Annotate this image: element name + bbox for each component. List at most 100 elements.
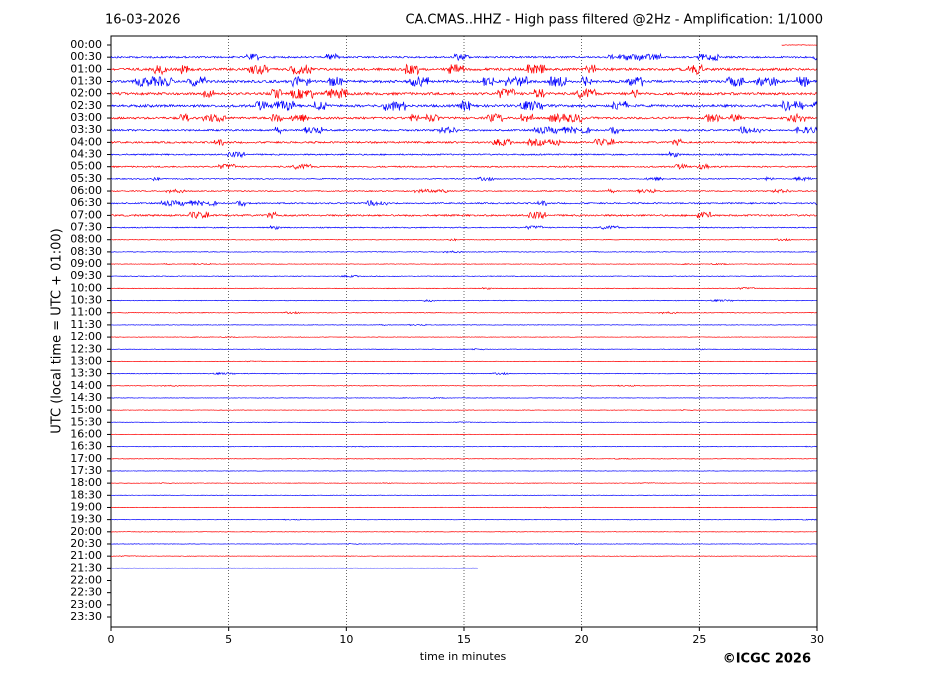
x-tick-label: 15 <box>457 633 471 646</box>
y-tick-label: 01:00 <box>70 62 102 75</box>
trace <box>110 531 817 533</box>
trace <box>110 384 817 387</box>
y-tick-label: 09:00 <box>70 257 102 270</box>
y-tick-label: 04:00 <box>70 135 102 148</box>
y-tick-label: 17:30 <box>70 464 102 477</box>
y-tick-label: 23:00 <box>70 598 102 611</box>
y-tick-label: 00:00 <box>70 38 102 51</box>
y-tick-label: 11:00 <box>70 306 102 319</box>
trace <box>110 63 817 76</box>
y-tick-label: 06:30 <box>70 196 102 209</box>
trace <box>110 348 817 351</box>
trace <box>110 421 817 424</box>
y-tick-label: 06:00 <box>70 184 102 197</box>
trace <box>110 99 817 112</box>
y-tick-label: 20:00 <box>70 525 102 538</box>
y-tick-label: 12:00 <box>70 330 102 343</box>
trace <box>110 286 817 290</box>
y-tick-label: 16:30 <box>70 440 102 453</box>
y-tick-label: 10:00 <box>70 281 102 294</box>
trace <box>110 188 817 194</box>
x-tick-label: 0 <box>108 633 115 646</box>
trace <box>110 162 817 171</box>
y-tick-label: 18:30 <box>70 488 102 501</box>
y-tick-label: 19:00 <box>70 500 102 513</box>
y-tick-label: 09:30 <box>70 269 102 282</box>
chart-title: CA.CMAS..HHZ - High pass filtered @2Hz -… <box>405 13 823 28</box>
copyright: ©ICGC 2026 <box>723 652 811 667</box>
y-tick-label: 07:00 <box>70 208 102 221</box>
x-tick-label: 10 <box>339 633 353 646</box>
y-tick-label: 22:00 <box>70 573 102 586</box>
y-tick-label: 04:30 <box>70 148 102 161</box>
date: 16-03-2026 <box>105 13 181 28</box>
trace <box>110 250 817 254</box>
trace <box>110 310 817 315</box>
y-tick-label: 02:30 <box>70 99 102 112</box>
y-tick-label: 18:00 <box>70 476 102 489</box>
y-tick-label: 13:30 <box>70 367 102 380</box>
y-axis-label: UTC (local time = UTC + 01:00) <box>50 228 65 433</box>
trace <box>110 237 817 242</box>
y-tick-label: 20:30 <box>70 537 102 550</box>
trace <box>110 75 817 88</box>
trace <box>110 371 817 376</box>
trace <box>110 336 817 338</box>
y-tick-label: 21:00 <box>70 549 102 562</box>
trace <box>110 274 817 278</box>
y-tick-label: 08:00 <box>70 233 102 246</box>
y-tick-label: 14:00 <box>70 379 102 392</box>
plot-frame <box>110 35 818 628</box>
trace <box>110 397 817 399</box>
trace <box>110 125 817 135</box>
trace <box>110 112 817 124</box>
y-tick-label: 15:00 <box>70 403 102 416</box>
y-tick-label: 17:00 <box>70 452 102 465</box>
trace <box>110 225 817 231</box>
y-tick-label: 03:30 <box>70 123 102 136</box>
y-tick-label: 10:30 <box>70 294 102 307</box>
y-tick-label: 00:30 <box>70 50 102 63</box>
trace <box>110 298 817 303</box>
y-tick-label: 21:30 <box>70 561 102 574</box>
trace <box>110 323 817 327</box>
trace <box>781 44 817 46</box>
trace <box>110 555 817 557</box>
y-tick-label: 13:00 <box>70 354 102 367</box>
y-tick-label: 02:00 <box>70 87 102 100</box>
y-tick-label: 01:30 <box>70 75 102 88</box>
trace <box>110 52 817 62</box>
y-tick-label: 11:30 <box>70 318 102 331</box>
y-tick-label: 05:30 <box>70 172 102 185</box>
trace <box>110 482 817 484</box>
y-tick-label: 07:30 <box>70 221 102 234</box>
x-tick-label: 5 <box>225 633 232 646</box>
trace <box>110 409 817 411</box>
y-tick-label: 16:00 <box>70 427 102 440</box>
y-tick-label: 23:30 <box>70 610 102 623</box>
trace <box>110 210 817 220</box>
trace <box>110 445 817 448</box>
trace <box>110 360 817 363</box>
x-tick-label: 30 <box>810 633 824 646</box>
y-tick-label: 15:30 <box>70 415 102 428</box>
trace <box>110 506 817 509</box>
trace <box>110 87 817 100</box>
x-tick-label: 25 <box>692 633 706 646</box>
x-axis-label: time in minutes <box>420 650 507 663</box>
trace <box>110 543 817 545</box>
trace <box>110 518 817 521</box>
y-tick-label: 14:30 <box>70 391 102 404</box>
y-tick-label: 08:30 <box>70 245 102 258</box>
trace <box>110 457 817 460</box>
trace <box>110 137 817 147</box>
y-tick-label: 05:00 <box>70 160 102 173</box>
x-tick-label: 20 <box>575 633 589 646</box>
y-tick-label: 12:30 <box>70 342 102 355</box>
y-tick-label: 03:00 <box>70 111 102 124</box>
trace <box>110 199 817 207</box>
y-tick-label: 19:30 <box>70 513 102 526</box>
trace <box>110 262 817 266</box>
trace <box>110 176 817 182</box>
